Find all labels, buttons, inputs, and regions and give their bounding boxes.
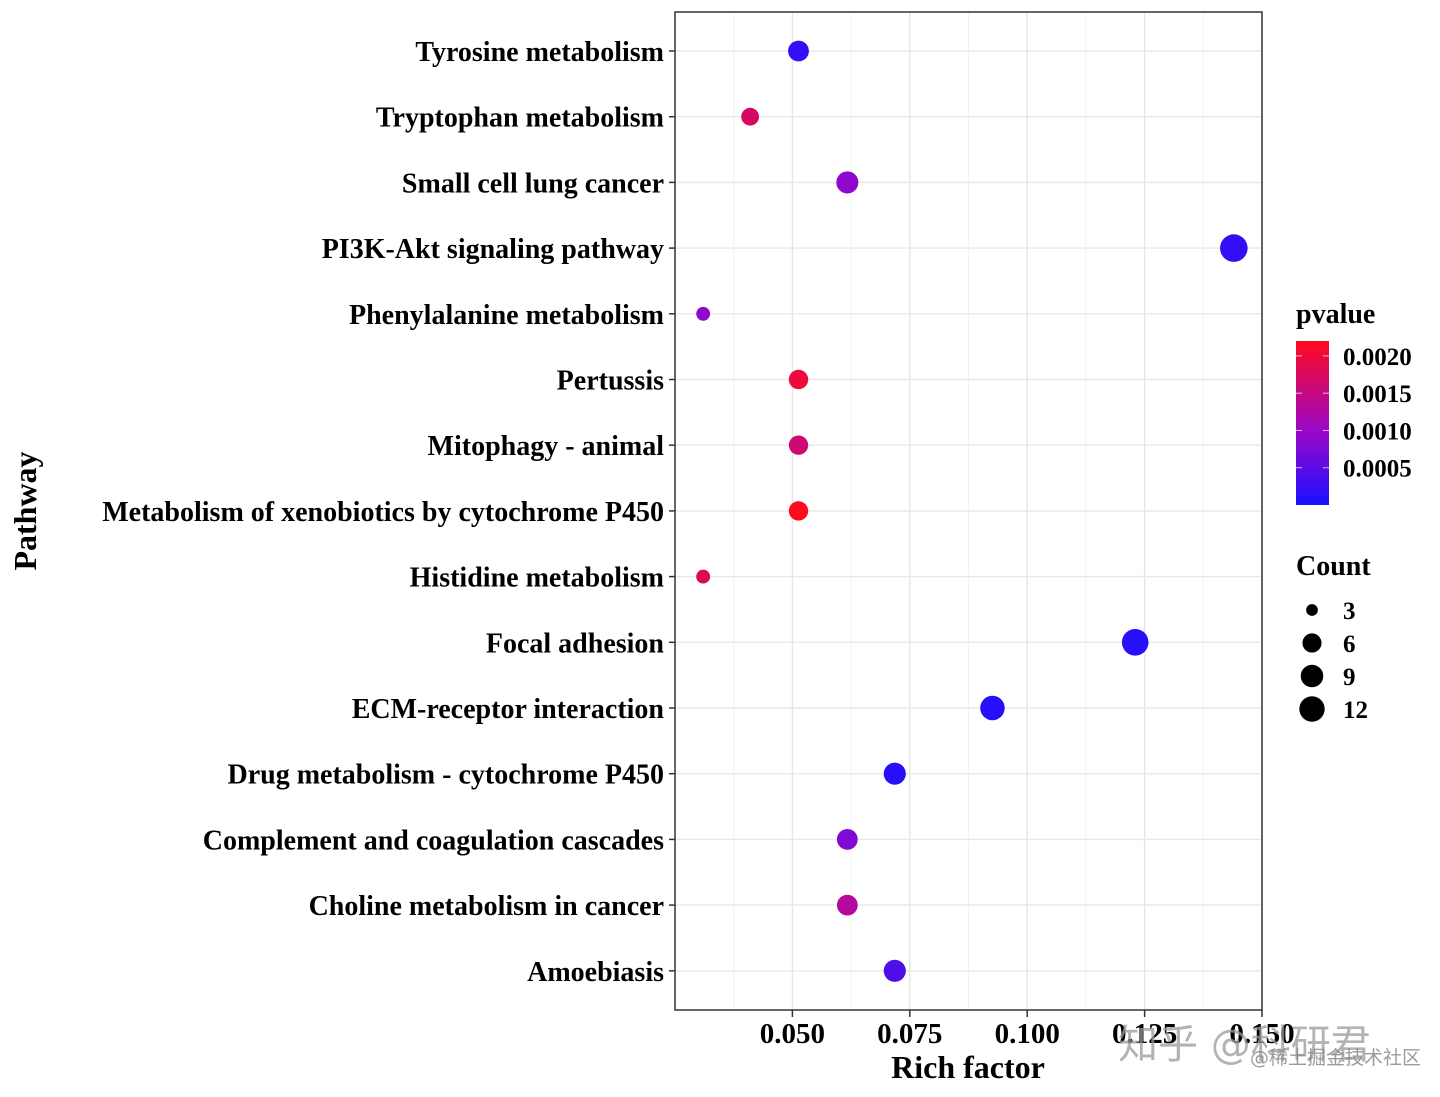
x-tick-label: 0.075 (877, 1018, 942, 1050)
size-legend-label: 6 (1343, 631, 1356, 658)
y-tick-label: PI3K-Akt signaling pathway (322, 234, 664, 265)
count-legend-title: Count (1296, 551, 1371, 582)
data-point (1121, 628, 1149, 656)
x-tick-label: 0.150 (1229, 1018, 1294, 1050)
y-tick-label: Mitophagy - animal (428, 431, 665, 462)
data-point (1220, 234, 1248, 262)
x-axis-title: Rich factor (891, 1049, 1045, 1085)
pvalue-legend-title: pvalue (1296, 299, 1375, 330)
size-legend-dot (1300, 664, 1324, 688)
y-tick-label: Choline metabolism in cancer (309, 891, 664, 922)
x-axis: 0.050 0.075 0.100 0.125 0.150 (760, 1010, 1295, 1050)
data-point (788, 435, 809, 455)
y-tick-label: Pertussis (557, 366, 664, 397)
size-legend-dot (1306, 604, 1318, 616)
data-point (836, 828, 858, 850)
data-point (788, 369, 809, 390)
size-legend-label: 9 (1343, 664, 1356, 691)
watermark-sub: @稀土掘金技术社区 (1250, 1047, 1421, 1069)
x-tick-label: 0.125 (1112, 1018, 1177, 1050)
y-axis: Tyrosine metabolism Tryptophan metabolism… (102, 37, 675, 988)
data-point (980, 695, 1005, 721)
data-point (696, 306, 711, 321)
y-tick-label: Small cell lung cancer (402, 168, 664, 199)
x-tick-label: 0.050 (760, 1018, 825, 1050)
data-point (696, 569, 711, 584)
y-tick-label: Tyrosine metabolism (415, 37, 664, 68)
y-tick-label: Complement and coagulation cascades (203, 825, 664, 856)
size-legend-dot (1302, 633, 1322, 653)
data-point (836, 171, 859, 194)
count-legend: Count 3 6 9 12 (1296, 551, 1371, 724)
y-tick-label: Drug metabolism - cytochrome P450 (227, 760, 664, 791)
y-tick-label: Focal adhesion (486, 628, 665, 659)
pvalue-colorbar (1296, 341, 1329, 505)
data-point (836, 894, 858, 916)
y-axis-title: Pathway (7, 451, 43, 570)
colorbar-label: 0.0005 (1343, 456, 1412, 483)
watermark-main: 知乎 @科研君 (1118, 1022, 1371, 1068)
colorbar-label: 0.0020 (1343, 344, 1412, 371)
size-legend-label: 3 (1343, 598, 1356, 625)
y-tick-label: Metabolism of xenobiotics by cytochrome … (102, 497, 664, 528)
x-tick-label: 0.100 (995, 1018, 1060, 1050)
data-point (883, 762, 906, 785)
data-point (883, 959, 906, 982)
y-tick-label: Phenylalanine metabolism (349, 300, 664, 331)
y-tick-label: Amoebiasis (527, 957, 664, 988)
size-legend-dot (1299, 696, 1325, 722)
y-tick-label: Tryptophan metabolism (376, 103, 664, 134)
pvalue-legend: pvalue 0.0020 0.0015 0.0010 0.0005 (1296, 299, 1412, 505)
y-tick-label: Histidine metabolism (410, 563, 664, 594)
size-legend-label: 12 (1343, 697, 1368, 724)
colorbar-label: 0.0010 (1343, 418, 1412, 445)
y-tick-label: ECM-receptor interaction (352, 694, 665, 725)
data-point (741, 107, 760, 126)
data-points (696, 40, 1248, 982)
data-point (788, 501, 809, 521)
data-point (788, 40, 809, 62)
colorbar-label: 0.0015 (1343, 381, 1412, 408)
watermark: 知乎 @科研君 @稀土掘金技术社区 (1118, 1022, 1421, 1069)
